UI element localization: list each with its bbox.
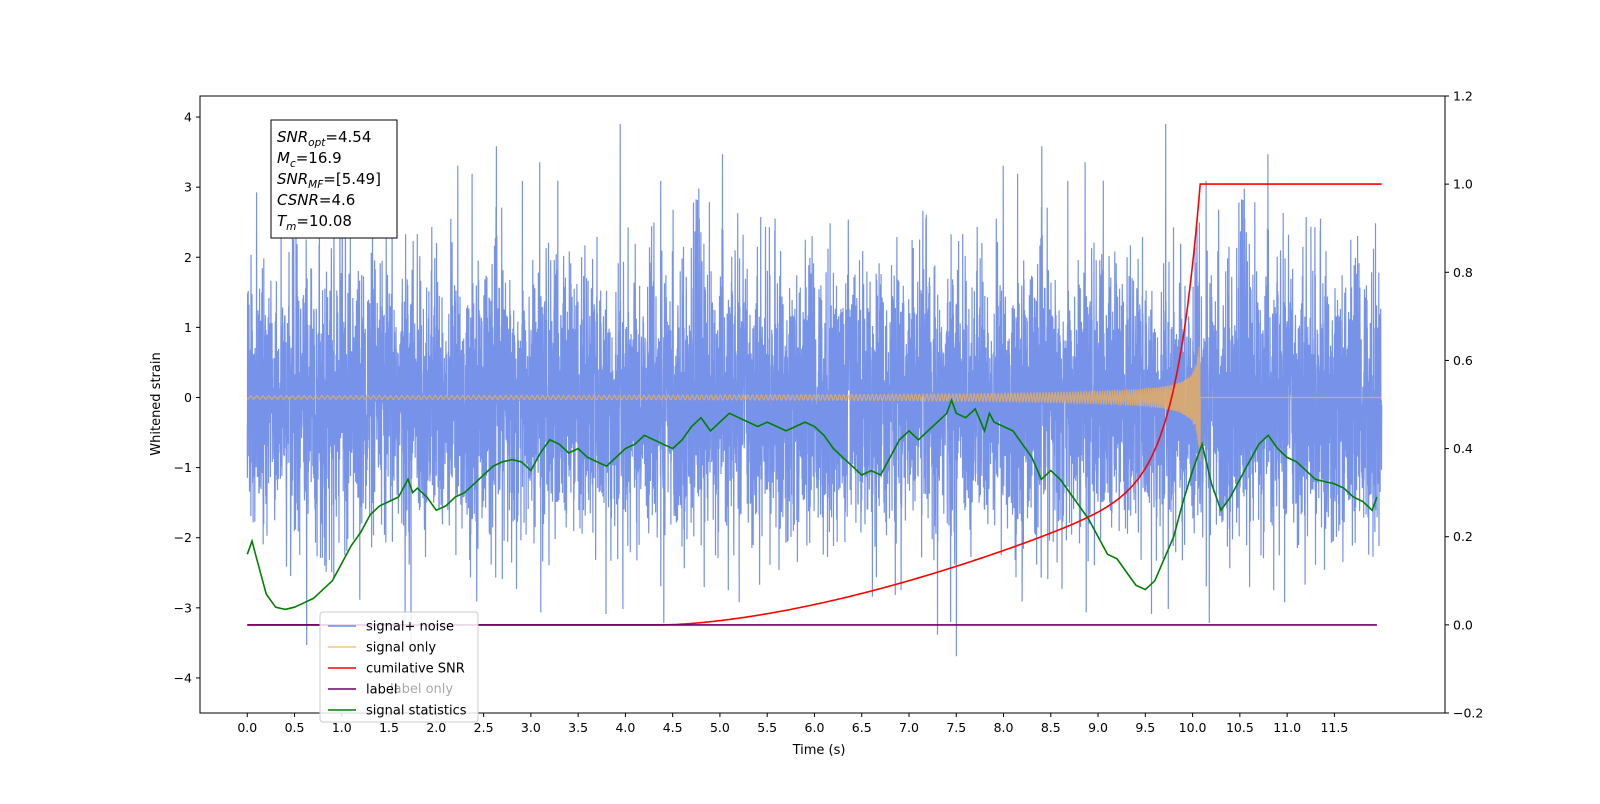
annotation-box-frame (270, 119, 398, 239)
legend-label-ghost: label only (390, 682, 453, 697)
y-tick-label: 1 (184, 320, 192, 335)
series-line-signal-statistics (246, 397, 1378, 611)
y2-tick-label: −0.2 (1453, 706, 1483, 721)
legend-label: cumilative SNR (366, 662, 465, 677)
x-tick-label: 7.0 (899, 720, 919, 735)
y2-tick-label: 1.2 (1453, 89, 1473, 104)
legend-label: label (366, 683, 397, 698)
y2-tick-label: 0.4 (1453, 441, 1473, 456)
y-axis-left: −4 −3 −2 −1 0 1 2 3 4 (174, 110, 200, 685)
x-tick-label: 2.0 (426, 720, 446, 735)
x-tick-label: 9.0 (1088, 720, 1108, 735)
x-tick-label: 3.5 (568, 720, 588, 735)
x-tick-label: 11.5 (1320, 720, 1348, 735)
y2-tick-label: 0.2 (1453, 529, 1473, 544)
x-tick-label: 1.0 (332, 720, 352, 735)
y-axis-label: Whitened strain (149, 352, 164, 455)
y2-tick-label: 0.6 (1453, 353, 1473, 368)
legend-frame (319, 611, 479, 723)
y-tick-label: −2 (174, 530, 192, 545)
y-tick-label: 2 (184, 250, 192, 265)
x-tick-label: 5.5 (757, 720, 777, 735)
x-tick-label: 0.5 (285, 720, 305, 735)
x-axis: 0.0 0.5 1.0 1.5 2.0 2.5 3.0 3.5 4.0 4.5 5.0 5.5 6.0 6… (237, 713, 1348, 735)
x-tick-label: 5.0 (710, 720, 730, 735)
legend-label: signal statistics (366, 704, 467, 719)
y-tick-label: 0 (184, 390, 192, 405)
x-tick-label: 4.5 (663, 720, 683, 735)
legend-label: signal only (366, 641, 436, 656)
legend-label: signal+ noise (366, 620, 454, 635)
x-tick-label: 11.0 (1273, 720, 1301, 735)
x-tick-label: 0.0 (237, 720, 257, 735)
y2-tick-label: 1.0 (1453, 177, 1473, 192)
x-tick-label: 4.0 (615, 720, 635, 735)
x-tick-label: 7.5 (946, 720, 966, 735)
y-tick-label: −3 (174, 600, 192, 615)
y-tick-label: 3 (184, 180, 192, 195)
annotation-line: SNRMF=[5.49] (277, 170, 381, 191)
x-tick-label: 8.5 (1041, 720, 1061, 735)
x-tick-label: 6.5 (852, 720, 872, 735)
y2-tick-label: 0.8 (1453, 265, 1473, 280)
x-tick-label: 1.5 (379, 720, 399, 735)
x-axis-label: Time (s) (792, 743, 846, 758)
x-tick-label: 9.5 (1135, 720, 1155, 735)
y-axis-right: −0.2 0.0 0.2 0.4 0.6 0.8 1.0 1.2 (1445, 89, 1483, 721)
x-tick-label: 10.0 (1179, 720, 1207, 735)
series-line-signal-noise (246, 123, 1383, 657)
annotation-line: SNRopt=4.54 (277, 128, 371, 149)
x-tick-label: 3.0 (521, 720, 541, 735)
legend: signal+ noise signal only cumilative SNR la… (319, 611, 479, 723)
y2-tick-label: 0.0 (1453, 617, 1473, 632)
annotation-line: Mc=16.9 (277, 149, 342, 170)
plot-frame (199, 95, 1446, 714)
x-tick-label: 8.0 (994, 720, 1014, 735)
y-tick-label: 4 (184, 110, 192, 125)
series-line-signal-only (246, 346, 1382, 462)
annotation-line: Tm=10.08 (277, 212, 352, 233)
x-tick-label: 6.0 (805, 720, 825, 735)
annotation-line: CSNR=4.6 (277, 191, 355, 209)
y-tick-label: −4 (174, 670, 192, 685)
x-tick-label: 10.5 (1226, 720, 1254, 735)
y-tick-label: −1 (174, 460, 192, 475)
x-tick-label: 2.5 (474, 720, 494, 735)
